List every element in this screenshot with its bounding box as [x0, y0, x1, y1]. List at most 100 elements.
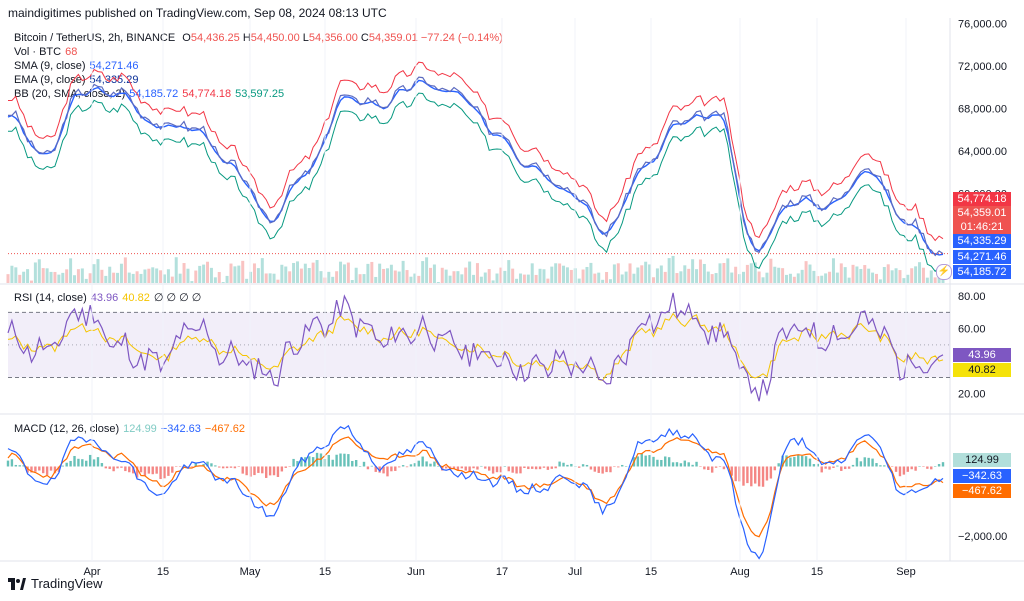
volume-bar: [628, 263, 632, 283]
macd-hist-bar: [707, 466, 710, 471]
macd-hist-bar: [675, 462, 679, 467]
volume-bar: [96, 259, 100, 283]
volume-bar: [213, 277, 217, 283]
volume-bar: [41, 268, 45, 283]
macd-hist-bar: [386, 466, 389, 477]
macd-hist-bar: [57, 466, 61, 472]
volume-bar: [632, 273, 636, 283]
sma-legend[interactable]: SMA (9, close) 54,271.46: [14, 59, 138, 73]
volume-bar: [890, 270, 894, 283]
volume-bar: [468, 261, 472, 283]
volume-bar: [37, 259, 41, 283]
macd-value: −342.63: [160, 423, 201, 435]
volume-legend[interactable]: Vol · BTC 68: [14, 45, 77, 59]
volume-bar: [655, 268, 659, 283]
volume-bar: [808, 264, 812, 283]
macd-hist-bar: [339, 453, 342, 467]
macd-hist-value: 124.99: [123, 423, 157, 435]
volume-bar: [835, 272, 839, 283]
macd-hist-bar: [272, 466, 276, 476]
volume-bar: [358, 274, 362, 283]
macd-hist-bar: [26, 466, 29, 473]
macd-hist-bar: [284, 466, 287, 468]
time-tick-label: 15: [319, 566, 331, 578]
macd-hist-bar: [890, 466, 894, 467]
volume-bar: [174, 257, 178, 283]
volume-bar: [546, 278, 550, 283]
volume-bar: [155, 268, 159, 283]
macd-hist-bar: [480, 465, 483, 467]
macd-hist-bar: [147, 466, 151, 474]
macd-hist-bar: [237, 466, 241, 467]
macd-hist-bar: [88, 454, 92, 467]
macd-hist-bar: [210, 463, 213, 467]
macd-hist-bar: [112, 466, 115, 472]
volume-bar: [327, 271, 331, 283]
volume-bar: [151, 267, 155, 283]
time-tick-label: Sep: [896, 566, 916, 578]
volume-bar: [734, 266, 738, 283]
macd-hist-bar: [926, 466, 929, 469]
volume-bar: [831, 258, 835, 283]
volume-bar: [933, 277, 937, 283]
volume-bar: [882, 267, 886, 283]
rsi-label: RSI (14, close): [14, 292, 87, 304]
ema-legend[interactable]: EMA (9, close) 54,335.29: [14, 73, 138, 87]
macd-legend[interactable]: MACD (12, 26, close) 124.99 −342.63 −467.62: [14, 422, 245, 436]
macd-hist-bar: [42, 466, 45, 474]
macd-hist-bar: [425, 461, 428, 467]
macd-hist-bar: [769, 466, 773, 479]
macd-hist-bar: [918, 466, 921, 467]
macd-hist-bar: [577, 466, 581, 468]
macd-hist-bar: [765, 466, 769, 481]
macd-hist-bar: [202, 464, 205, 467]
bb-legend[interactable]: BB (20, SMA, close, 2) 54,185.72 54,774.18…: [14, 87, 284, 101]
volume-bar: [538, 268, 542, 283]
macd-hist-bar: [937, 464, 941, 467]
volume-bar: [745, 264, 749, 283]
macd-hist-bar: [14, 464, 18, 467]
volume-bar: [280, 264, 284, 283]
macd-hist-bar: [617, 466, 620, 468]
volume-bar: [788, 273, 792, 283]
volume-bar: [233, 266, 237, 283]
tradingview-footer[interactable]: TradingView: [8, 576, 103, 591]
rsi-legend[interactable]: RSI (14, close) 43.96 40.82 ∅ ∅ ∅ ∅: [14, 291, 201, 305]
macd-hist-bar: [206, 461, 209, 467]
volume-bar: [479, 276, 483, 283]
volume-bar: [644, 261, 648, 283]
macd-hist-bar: [186, 466, 190, 467]
volume-bar: [581, 269, 585, 283]
volume-bar: [577, 278, 581, 283]
volume-bar: [436, 282, 440, 283]
volume-bar: [636, 267, 640, 283]
macd-hist-bar: [495, 466, 499, 473]
macd-hist-bar: [664, 456, 667, 467]
volume-bar: [303, 263, 307, 283]
macd-signal-line: [7, 436, 944, 538]
volume-bar: [143, 269, 147, 283]
volume-bar: [119, 263, 123, 283]
volume-bar: [855, 266, 859, 283]
alert-bolt-icon[interactable]: ⚡: [936, 264, 952, 280]
volume-bar: [69, 258, 73, 283]
macd-hist-bar: [605, 466, 608, 473]
symbol-legend[interactable]: Bitcoin / TetherUS, 2h, BINANCE O54,436.…: [14, 31, 503, 45]
macd-hist-bar: [159, 466, 162, 480]
macd-hist-bar: [726, 466, 730, 468]
volume-bar: [45, 268, 49, 283]
volume-bar: [777, 267, 781, 283]
macd-hist-bar: [398, 466, 401, 468]
macd-hist-bar: [311, 457, 315, 467]
symbol-title[interactable]: Bitcoin / TetherUS, 2h, BINANCE: [14, 32, 176, 44]
volume-bar: [765, 272, 769, 283]
macd-hist-bar: [257, 466, 260, 473]
volume-bar: [335, 271, 339, 283]
volume-bar: [589, 262, 593, 283]
macd-hist-bar: [308, 456, 311, 467]
bb-upper-line: [8, 61, 944, 242]
macd-hist-bar: [534, 466, 538, 470]
volume-bar: [781, 268, 785, 283]
volume-bar: [104, 275, 108, 283]
